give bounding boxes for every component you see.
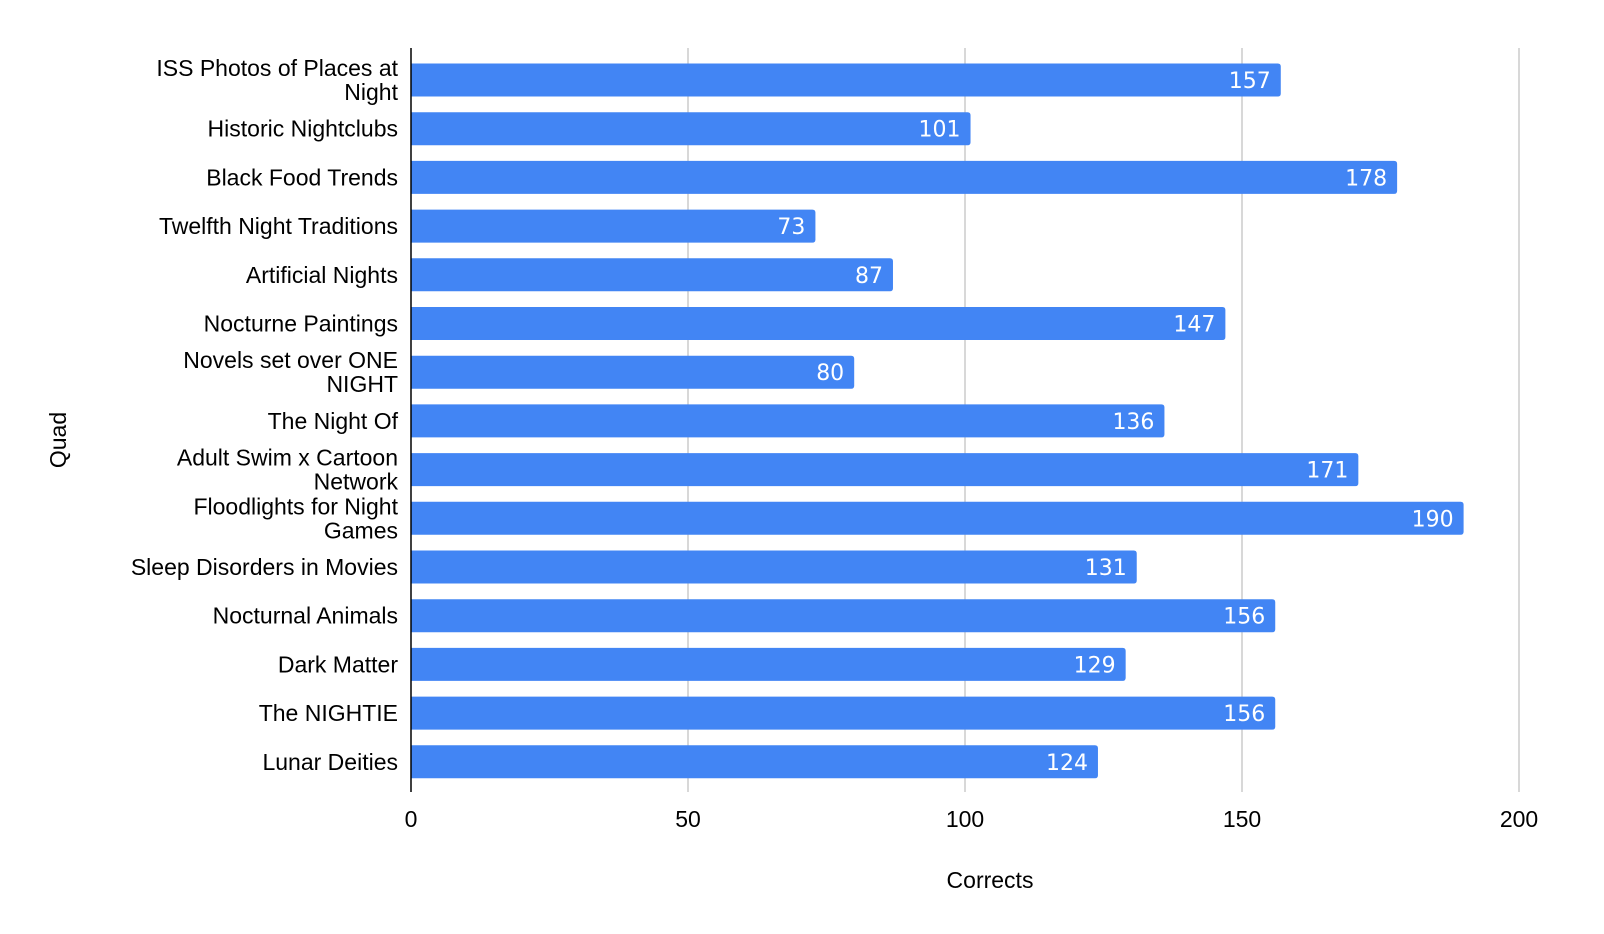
x-tick-labels: 0 50 100 150 200 [405, 806, 1539, 832]
x-tick-label: 150 [1223, 806, 1261, 832]
category-label: Black Food Trends [206, 164, 398, 190]
category-label-line: Adult Swim x Cartoon [177, 445, 398, 471]
category-label-line: The Night Of [268, 408, 399, 434]
data-label: 80 [816, 361, 844, 386]
data-label: 171 [1306, 459, 1348, 484]
category-labels: ISS Photos of Places at Night Historic Nig… [131, 55, 399, 775]
category-label: Artificial Nights [246, 262, 398, 288]
category-label-line: Lunar Deities [262, 749, 398, 775]
data-label: 190 [1412, 507, 1454, 532]
category-label: The Night Of [268, 408, 399, 434]
data-label: 129 [1074, 653, 1116, 678]
bar [411, 599, 1276, 633]
category-label: Dark Matter [278, 651, 398, 677]
category-label: Historic Nightclubs [208, 116, 398, 142]
category-label-line: Twelfth Night Traditions [159, 213, 398, 239]
data-label: 124 [1046, 751, 1088, 776]
bar [411, 696, 1276, 730]
category-label: Lunar Deities [262, 749, 398, 775]
bar [411, 112, 971, 146]
category-label-line: Nocturne Paintings [204, 311, 398, 337]
category-label-line: Historic Nightclubs [208, 116, 398, 142]
category-label-line: Night [344, 79, 398, 105]
bar [411, 404, 1165, 438]
x-tick-label: 0 [405, 806, 418, 832]
category-label: Nocturnal Animals [213, 603, 398, 629]
bar [411, 647, 1126, 681]
category-label-line: Games [324, 517, 398, 543]
bar [411, 209, 816, 243]
bar [411, 355, 855, 389]
category-label-line: NIGHT [326, 371, 398, 397]
category-label: Twelfth Night Traditions [159, 213, 398, 239]
category-label: The NIGHTIE [259, 700, 398, 726]
bars: 157 101 178 73 87 147 80 136 171 190 131 156 129 156 1… [411, 63, 1464, 779]
bar [411, 745, 1098, 779]
category-label-line: ISS Photos of Places at [156, 55, 398, 81]
data-label: 87 [855, 264, 883, 289]
x-tick-label: 200 [1500, 806, 1538, 832]
data-label: 178 [1345, 166, 1387, 191]
bar [411, 63, 1281, 97]
bar [411, 453, 1359, 487]
data-label: 156 [1223, 605, 1265, 630]
category-label: Adult Swim x Cartoon Network [177, 445, 399, 495]
category-label-line: Floodlights for Night [193, 493, 398, 519]
category-label-line: Dark Matter [278, 651, 398, 677]
category-label: Floodlights for Night Games [193, 493, 398, 543]
category-label-line: Black Food Trends [206, 164, 398, 190]
data-label: 101 [919, 118, 961, 143]
category-label-line: Network [314, 469, 399, 495]
data-label: 157 [1229, 69, 1271, 94]
x-tick-label: 100 [946, 806, 984, 832]
bar [411, 501, 1464, 535]
category-label-line: Sleep Disorders in Movies [131, 554, 398, 580]
category-label: Sleep Disorders in Movies [131, 554, 398, 580]
y-axis-title: Quad [45, 412, 71, 468]
data-label: 147 [1173, 313, 1215, 338]
x-axis-title: Corrects [947, 867, 1034, 893]
data-label: 136 [1112, 410, 1154, 435]
bar [411, 160, 1398, 194]
category-label: Novels set over ONE NIGHT [183, 347, 398, 397]
data-label: 156 [1223, 702, 1265, 727]
bar [411, 307, 1226, 340]
bar [411, 550, 1137, 584]
data-label: 73 [777, 215, 805, 240]
category-label: ISS Photos of Places at Night [156, 55, 398, 105]
category-label-line: Nocturnal Animals [213, 603, 398, 629]
bar [411, 258, 893, 292]
x-tick-label: 50 [675, 806, 701, 832]
category-label: Nocturne Paintings [204, 311, 398, 337]
category-label-line: Artificial Nights [246, 262, 398, 288]
category-label-line: Novels set over ONE [183, 347, 398, 373]
category-label-line: The NIGHTIE [259, 700, 398, 726]
data-label: 131 [1085, 556, 1127, 581]
